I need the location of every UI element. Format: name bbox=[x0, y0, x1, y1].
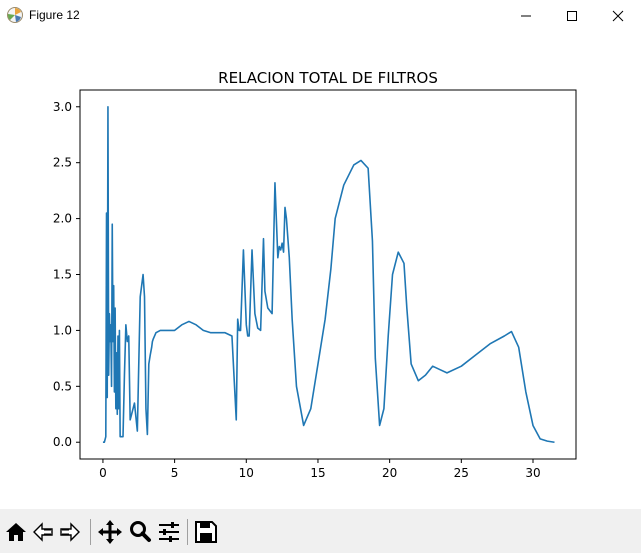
back-button[interactable] bbox=[30, 519, 56, 545]
window-title: Figure 12 bbox=[29, 8, 80, 22]
toolbar-separator bbox=[90, 519, 91, 545]
pan-button[interactable] bbox=[97, 519, 123, 545]
save-icon bbox=[195, 521, 217, 543]
navigation-toolbar bbox=[0, 509, 641, 553]
subplots-button[interactable] bbox=[156, 519, 182, 545]
x-tick-label: 5 bbox=[171, 466, 179, 480]
minimize-icon bbox=[521, 15, 531, 17]
home-icon bbox=[6, 523, 26, 541]
pan-icon bbox=[98, 520, 122, 544]
forward-button[interactable] bbox=[57, 519, 83, 545]
y-tick-label: 3.0 bbox=[53, 100, 72, 114]
toolbar-separator bbox=[187, 519, 188, 545]
x-tick-label: 10 bbox=[239, 466, 254, 480]
x-tick-label: 20 bbox=[382, 466, 397, 480]
zoom-button[interactable] bbox=[127, 519, 153, 545]
back-arrow-icon bbox=[33, 522, 53, 542]
series-line bbox=[102, 105, 555, 444]
home-button[interactable] bbox=[3, 519, 29, 545]
zoom-icon bbox=[130, 521, 151, 542]
x-tick-label: 15 bbox=[310, 466, 325, 480]
figure-canvas[interactable]: RELACION TOTAL DE FILTROS 0 5 10 15 20 25 30 0.0… bbox=[0, 31, 641, 509]
y-tick-label: 0.5 bbox=[53, 379, 72, 393]
y-tick-label: 2.0 bbox=[53, 212, 72, 226]
x-tick-label: 30 bbox=[525, 466, 540, 480]
forward-arrow-icon bbox=[60, 522, 80, 542]
chart-title: RELACION TOTAL DE FILTROS bbox=[218, 69, 438, 87]
matplotlib-app-icon bbox=[6, 6, 24, 24]
y-tick-label: 2.5 bbox=[53, 156, 72, 170]
close-button[interactable] bbox=[595, 0, 641, 31]
window-titlebar: Figure 12 bbox=[0, 0, 641, 31]
x-tick-label: 0 bbox=[99, 466, 107, 480]
maximize-button[interactable] bbox=[549, 0, 595, 31]
x-tick-label: 25 bbox=[454, 466, 469, 480]
y-tick-label: 1.5 bbox=[53, 268, 72, 282]
y-tick-label: 0.0 bbox=[53, 435, 72, 449]
save-button[interactable] bbox=[193, 519, 219, 545]
minimize-button[interactable] bbox=[503, 0, 549, 31]
subplots-icon bbox=[159, 522, 179, 542]
axes-frame bbox=[79, 89, 577, 460]
maximize-icon bbox=[567, 11, 577, 21]
y-tick-label: 1.0 bbox=[53, 323, 72, 337]
close-icon bbox=[612, 10, 624, 22]
line-chart: RELACION TOTAL DE FILTROS 0 5 10 15 20 25 30 0.0… bbox=[53, 69, 577, 480]
